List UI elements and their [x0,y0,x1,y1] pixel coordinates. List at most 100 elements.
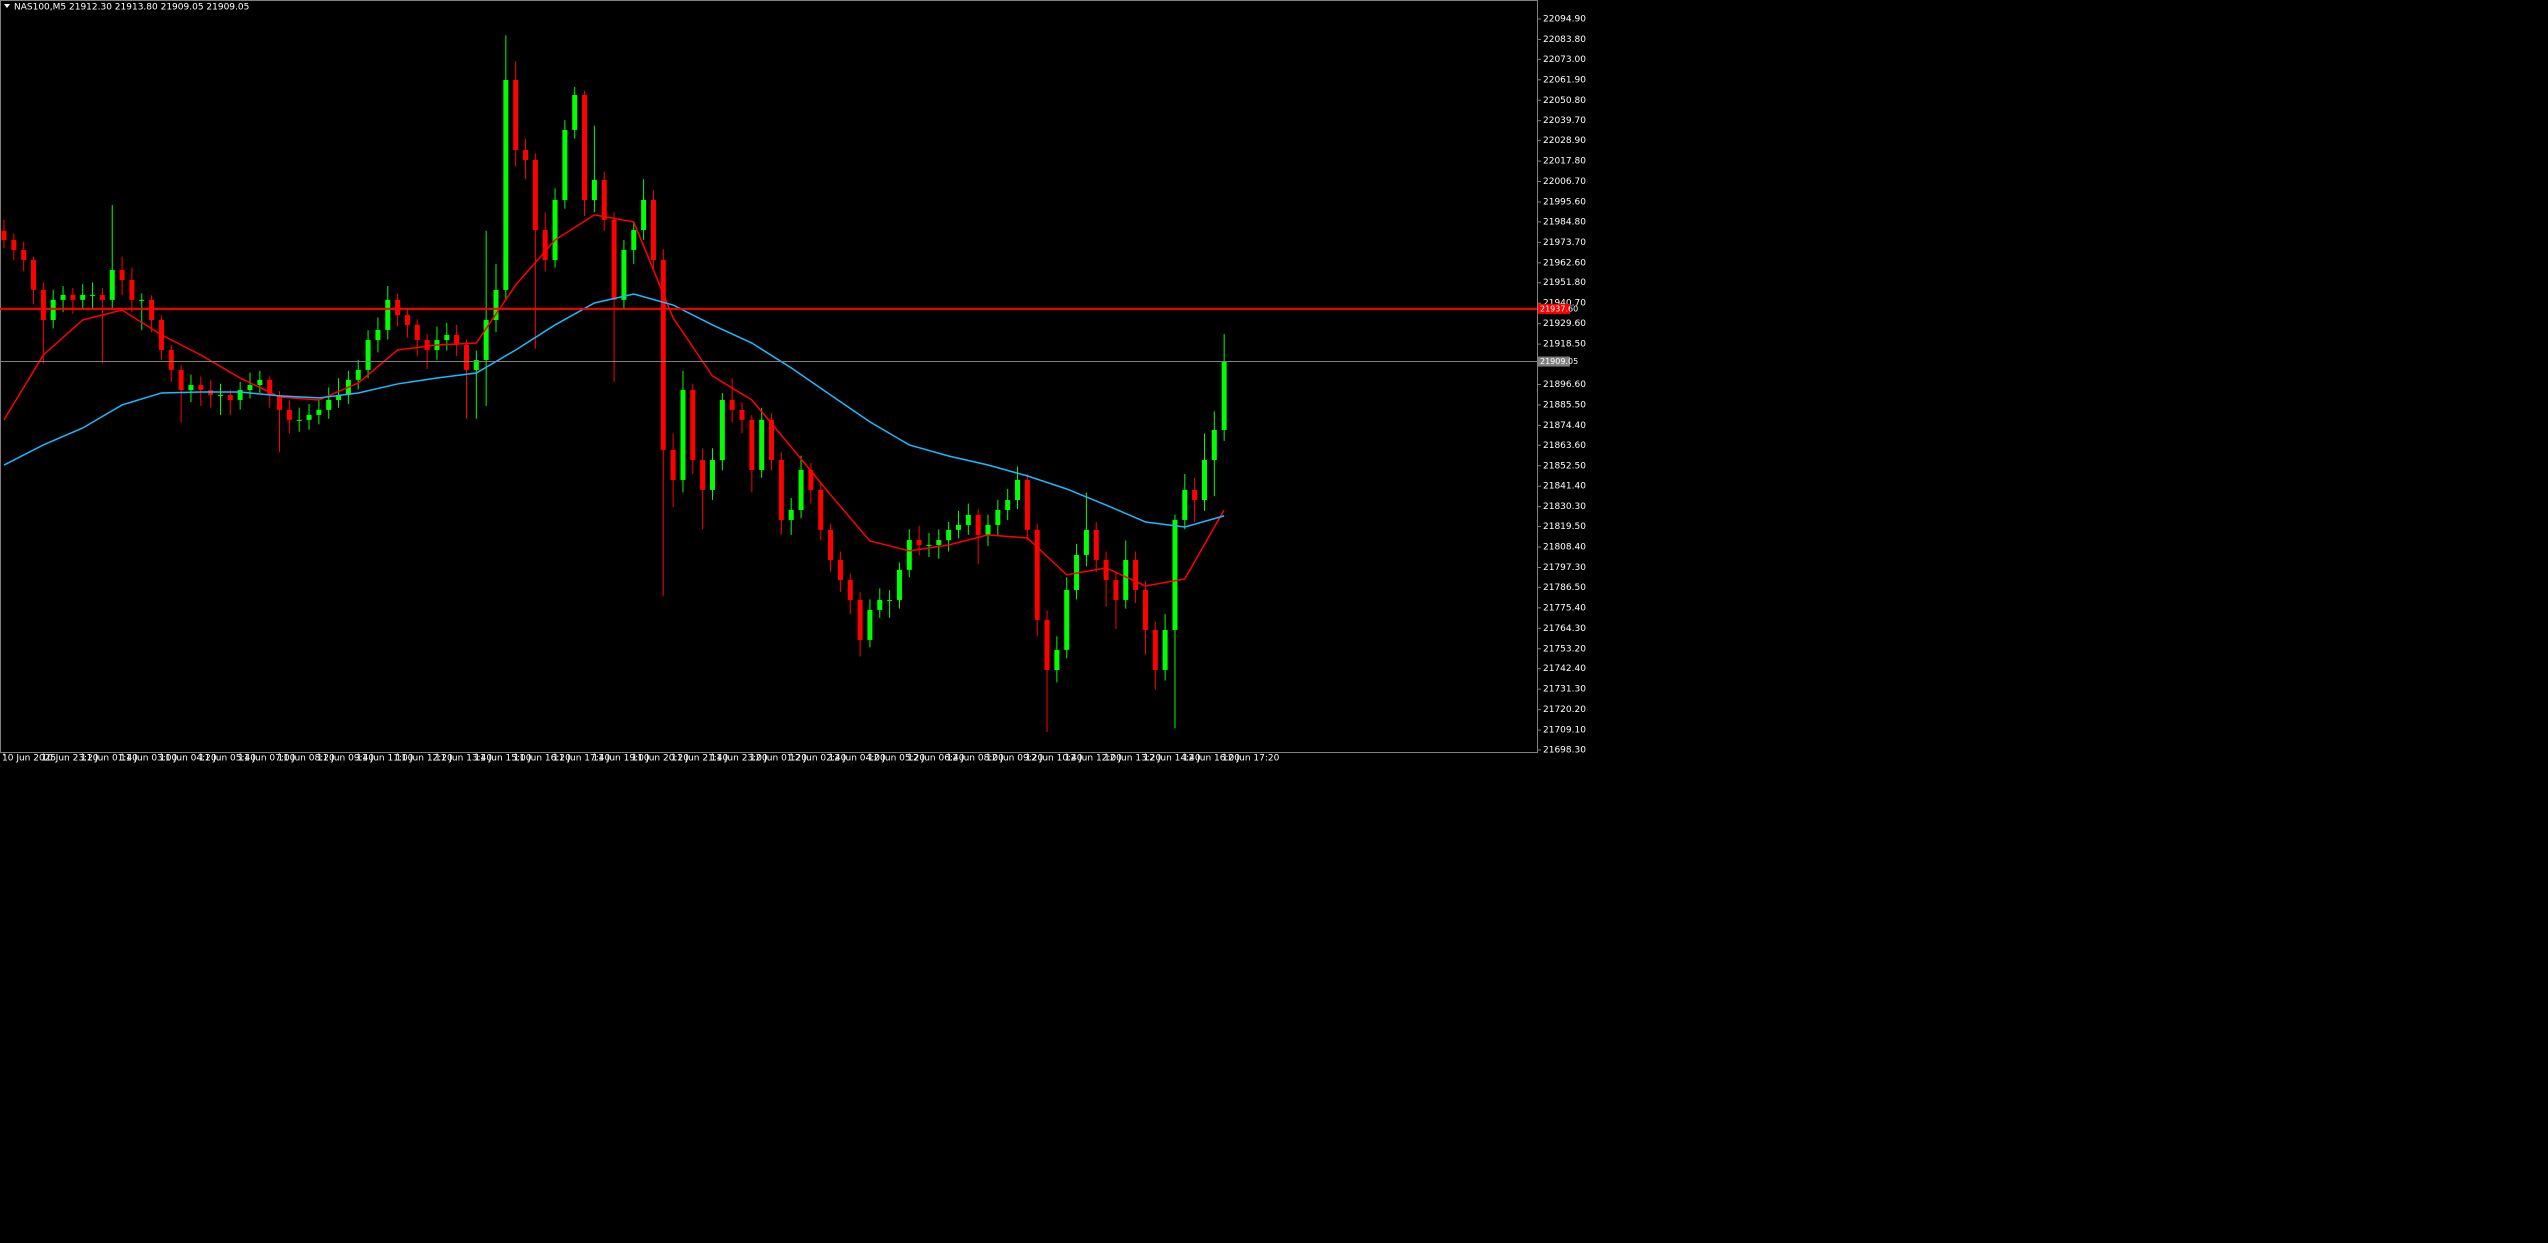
candle-body [552,199,558,261]
candle-body [1005,500,1011,510]
candle-body [946,529,952,541]
x-tick-label: 11 Jun 23:00 [710,754,767,764]
candle-body [631,230,637,250]
y-tick-label: 22050.80 [1543,96,1586,106]
y-tick-label: 21786.50 [1543,583,1586,593]
y-tick-label: 22061.90 [1543,75,1586,85]
x-tick-label: 12 Jun 13:20 [1104,754,1161,764]
candle-body [277,394,283,410]
candle-body [1103,559,1109,581]
y-tick-label: 21830.30 [1543,502,1586,512]
candle-body [50,299,56,320]
y-tick-label: 21962.60 [1543,258,1586,268]
y-tick-label: 21775.40 [1543,603,1586,613]
candle-body [906,540,912,570]
candle-body [1133,559,1139,590]
candle-body [562,129,568,200]
y-tick-label: 21797.30 [1543,563,1586,573]
y-tick-label: 22073.00 [1543,55,1586,65]
candle-body [523,150,529,160]
y-tick-label: 21841.40 [1543,482,1586,492]
candle-body [1,230,7,240]
candle-body [709,460,715,490]
candle-body [808,470,814,490]
price-level-box [1538,356,1570,367]
candle-body [700,460,706,490]
candle-body [601,179,607,220]
candle-body [286,409,292,420]
menu-icon[interactable] [4,4,10,8]
y-tick-label: 21951.80 [1543,278,1586,288]
x-tick-label: 12 Jun 10:40 [1025,754,1082,764]
candle-body [965,514,971,525]
candle-body [837,559,843,581]
x-tick-label: 11 Jun 13:40 [435,754,492,764]
y-tick-label: 21720.20 [1543,705,1586,715]
candle-body [237,390,243,400]
candle-body [70,294,76,300]
x-tick-label: 12 Jun 14:40 [1143,754,1200,764]
y-tick-label: 21709.10 [1543,726,1586,736]
x-tick-label: 10 Jun 2025 [2,754,56,764]
candle-body [611,219,617,300]
candle-body [769,419,775,461]
candle-body [867,609,873,640]
candle-body [995,509,1001,525]
y-tick-label: 21698.30 [1543,745,1586,755]
x-tick-label: 11 Jun 17:40 [553,754,610,764]
y-tick-label: 21819.50 [1543,522,1586,532]
candle-body [936,540,942,546]
candle-body [582,94,588,200]
candle-body [985,524,991,535]
x-tick-label: 11 Jun 16:20 [514,754,571,764]
y-tick-label: 21973.70 [1543,238,1586,248]
candle-body [188,385,194,391]
candle-body [375,329,381,341]
candle-body [336,394,342,400]
candle-body [1192,489,1198,501]
x-tick-label: 11 Jun 19:00 [592,754,649,764]
x-tick-label: 10 Jun 23:20 [41,754,98,764]
candle-body [40,289,46,320]
candle-body [926,545,932,547]
candle-body [542,230,548,261]
candle-body [749,419,755,470]
y-tick-label: 21863.60 [1543,441,1586,451]
x-tick-label: 12 Jun 02:40 [789,754,846,764]
candle-body [1172,519,1178,630]
candle-body [31,260,37,290]
candle-body [513,79,519,151]
candle-body [798,470,804,510]
candle-body [326,399,332,410]
y-tick-label: 21929.60 [1543,319,1586,329]
candle-body [857,599,863,640]
candle-body [1044,619,1050,670]
x-tick-label: 12 Jun 12:00 [1065,754,1122,764]
candle-body [887,599,893,601]
candle-body [778,460,784,520]
y-tick-label: 21918.50 [1543,340,1586,350]
y-tick-label: 22094.90 [1543,14,1586,24]
x-tick-label: 11 Jun 20:20 [632,754,689,764]
x-tick-label: 11 Jun 04:20 [159,754,216,764]
moving-average [3,214,1225,587]
price-level-label: 21909.05 [1540,357,1578,366]
candle-body [355,369,361,380]
candle-body [385,299,391,330]
candle-body [109,270,115,300]
candle-body [591,179,597,200]
price-level-label: 21937.60 [1540,304,1578,313]
candle-body [916,540,922,546]
candle-body [257,379,263,386]
candle-body [719,399,725,461]
x-tick-label: 11 Jun 07:00 [238,754,295,764]
candle-body [99,294,105,300]
y-tick-label: 21885.50 [1543,400,1586,410]
candle-body [1201,460,1207,501]
candle-body [414,324,420,341]
candle-body [1162,629,1168,670]
candle-body [641,199,647,231]
x-tick-label: 11 Jun 09:40 [317,754,374,764]
y-tick-label: 22028.90 [1543,136,1586,146]
